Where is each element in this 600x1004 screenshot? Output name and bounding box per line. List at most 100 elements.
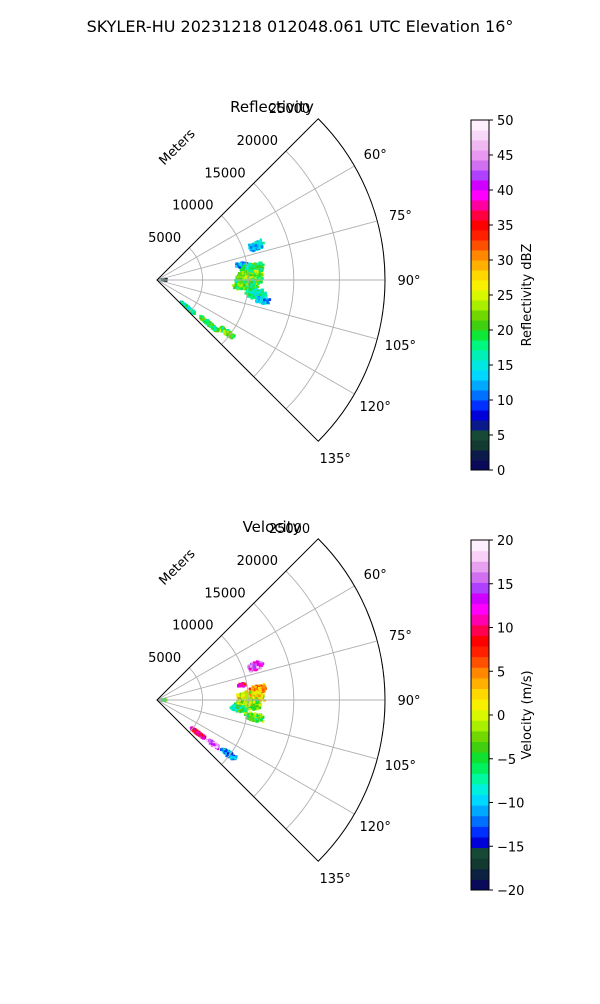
velocity-colorbar: −20 −15 −10 −5 0 5 10 15 20 Velocity (m/s) [470,534,535,899]
velocity-echo-pixel [251,689,254,693]
reflectivity-echo-pixel [256,276,260,279]
reflectivity-echo-pixel [235,282,238,286]
reflectivity-echo-pixel [232,284,235,287]
reflectivity-range-tick-label: 25000 [269,102,310,117]
reflectivity-echo-pixel [250,288,253,291]
velocity-colorbar-tick-label: 20 [497,534,514,549]
velocity-echo-pixel [248,703,251,706]
velocity-colorbar-segment [471,826,489,838]
velocity-echo-pixel [258,686,261,690]
reflectivity-echo-pixel [246,273,249,276]
reflectivity-colorbar-segment [471,160,489,171]
velocity-colorbar-segment [471,571,489,583]
velocity-echo-pixel [258,696,261,700]
velocity-echo-pixel [247,707,251,711]
reflectivity-echo-pixel [247,290,251,294]
reflectivity-echo-pixel [256,262,260,266]
velocity-echo-pixel [260,663,264,667]
reflectivity-echo-pixel [245,283,248,286]
velocity-colorbar-tick-label: 0 [497,709,505,724]
velocity-echo-pixel [257,685,261,689]
reflectivity-colorbar-tick-label: 40 [497,184,514,199]
reflectivity-echo-pixel [180,302,183,305]
velocity-echo-pixel [253,663,256,667]
reflectivity-echo-pixel [199,316,202,320]
reflectivity-echo-pixel [252,281,256,285]
reflectivity-echo-pixel [259,289,263,293]
velocity-echo-pixel [254,663,258,666]
reflectivity-echo-pixel [266,301,270,304]
velocity-echo-pixel [248,693,252,697]
reflectivity-colorbar-segment [471,220,489,231]
reflectivity-echo-pixel [254,241,258,245]
reflectivity-echo-pixel [262,300,265,304]
velocity-echo-pixel [241,705,245,708]
reflectivity-echo-pixel [255,294,258,297]
velocity-echo-pixel [248,690,252,694]
reflectivity-echo-pixel [254,271,258,274]
velocity-range-tick-label: 10000 [172,619,213,634]
reflectivity-echo-pixel [244,287,247,291]
velocity-echo-pixel [237,684,240,687]
reflectivity-echo-pixel [238,279,242,283]
velocity-colorbar-segment [471,720,489,732]
reflectivity-echo-7 [179,300,196,315]
reflectivity-colorbar-tick-label: 0 [497,464,505,479]
velocity-panel: Velocity 5000 10000 15000 20000 25000 60° 75° 90… [148,518,535,899]
velocity-echo-pixel [194,728,197,731]
reflectivity-azimuth-tick-label: 105° [385,339,416,354]
reflectivity-echoes [159,238,272,340]
reflectivity-echo-pixel [246,264,250,268]
velocity-echo-pixel [229,706,233,709]
reflectivity-echo-pixel [235,276,238,279]
reflectivity-echo-pixel [240,287,244,290]
velocity-echo-pixel [212,741,216,745]
reflectivity-echo-pixel [214,329,217,333]
velocity-colorbar-segment [471,847,489,859]
reflectivity-echo-pixel [260,245,264,248]
reflectivity-echo-pixel [239,285,242,288]
velocity-echo-pixel [226,754,229,758]
reflectivity-echo-pixel [253,266,256,269]
reflectivity-echo-pixel [242,280,246,283]
reflectivity-colorbar-segment [471,380,489,391]
reflectivity-azimuth-gridline [156,279,378,340]
velocity-echo-pixel [256,691,260,694]
velocity-azimuth-gridline [156,699,355,815]
velocity-echo-pixel [256,666,259,669]
reflectivity-echo-pixel [255,247,258,250]
velocity-echo-pixel [254,688,258,691]
reflectivity-echo-pixel [242,277,246,281]
reflectivity-echo-pixel [233,286,236,290]
reflectivity-echo-pixel [254,244,258,247]
reflectivity-echo-pixel [258,291,261,294]
reflectivity-echo-pixel [245,287,249,291]
velocity-colorbar-segment [471,762,489,774]
reflectivity-echo-pixel [256,292,259,295]
reflectivity-colorbar-segment [471,150,489,161]
velocity-echo-pixel [240,700,244,704]
reflectivity-echo-pixel [242,276,245,279]
reflectivity-echo-pixel [251,273,255,277]
velocity-echo-pixel [258,694,261,698]
reflectivity-echo-pixel [241,266,244,270]
reflectivity-echo-pixel [235,277,239,281]
velocity-echo-pixel [252,715,255,719]
velocity-azimuth-gridline [156,640,378,701]
reflectivity-echo-pixel [259,238,263,242]
velocity-echo-pixel [226,752,230,755]
reflectivity-echo-pixel [255,299,258,303]
reflectivity-echo-pixel [226,329,230,332]
reflectivity-echo-pixel [225,331,228,334]
reflectivity-echo-pixel [258,243,262,246]
velocity-colorbar-segment [471,593,489,605]
reflectivity-echo-pixel [239,266,242,269]
reflectivity-echo-pixel [248,262,252,266]
reflectivity-echo-pixel [245,265,248,269]
velocity-echo-pixel [250,716,253,719]
velocity-colorbar-segment [471,730,489,743]
reflectivity-echo-pixel [242,284,246,287]
reflectivity-echo-pixel [237,283,240,286]
velocity-echo-pixel [258,706,262,710]
